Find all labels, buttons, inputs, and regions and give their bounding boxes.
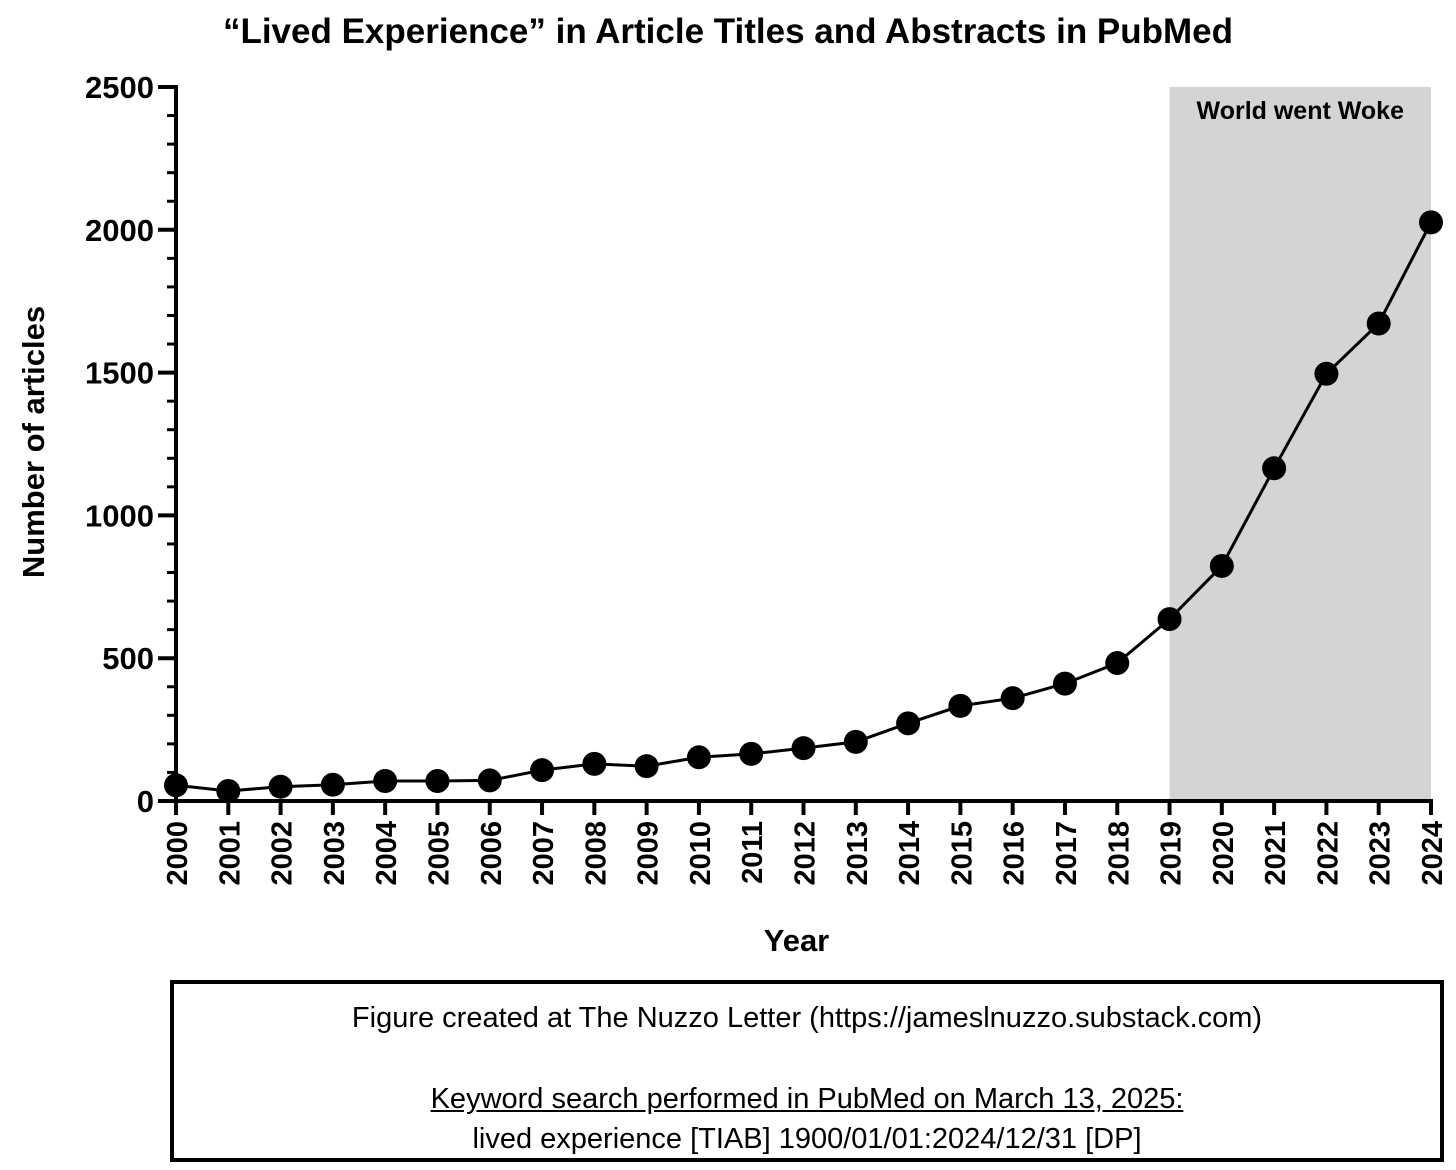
y-axis-title: Number of articles [16,306,51,578]
data-point [1052,671,1077,696]
x-tick-label: 2004 [371,821,403,886]
x-tick-label: 2018 [1103,821,1135,886]
data-point [582,751,607,776]
x-tick-label: 2017 [1051,821,1083,886]
x-tick-label: 2015 [946,821,978,886]
data-point [1366,311,1391,336]
x-tick-label: 2019 [1156,821,1188,886]
x-tick-label: 2000 [162,821,194,886]
chart-title: “Lived Experience” in Article Titles and… [222,12,1234,51]
data-point [1314,361,1339,386]
y-tick-label: 1000 [85,498,154,533]
data-point [896,711,921,736]
annotation-label: World went Woke [1197,97,1405,125]
x-tick-label: 2002 [267,821,299,886]
x-tick-label: 2024 [1417,821,1449,886]
data-point [948,693,973,718]
data-point [268,774,293,799]
data-point [1209,553,1234,578]
x-tick-label: 2014 [894,821,926,886]
footnote-box: Figure created at The Nuzzo Letter (http… [170,980,1444,1162]
x-axis-title: Year [764,923,830,958]
footnote-search-query: lived experience [TIAB] 1900/01/01:2024/… [472,1123,1142,1155]
y-tick-label: 2000 [85,213,154,248]
x-tick-label: 2008 [580,821,612,886]
x-tick-label: 2021 [1260,821,1292,886]
data-point [320,772,345,797]
x-tick-label: 2023 [1365,821,1397,886]
data-point [477,768,502,793]
y-tick-label: 1500 [85,356,154,391]
data-point [739,741,764,766]
x-tick-label: 2020 [1208,821,1240,886]
data-point [1105,651,1130,676]
x-tick-label: 2001 [214,821,246,886]
data-point [1262,456,1287,481]
x-tick-label: 2003 [319,821,351,886]
x-tick-label: 2006 [476,821,508,886]
footnote-credit: Figure created at The Nuzzo Letter (http… [351,1002,1263,1034]
data-point [1419,210,1443,235]
x-tick-label: 2012 [790,821,822,886]
data-point [843,729,868,754]
data-point [686,745,711,770]
y-tick-label: 2500 [85,70,154,105]
x-tick-label: 2016 [999,821,1031,886]
x-tick-label: 2009 [633,821,665,886]
data-point [425,769,450,794]
data-point [1157,607,1182,632]
data-point [216,779,241,804]
x-tick-label: 2013 [842,821,874,886]
data-point [1000,686,1025,711]
annotation-region [1169,87,1431,801]
footnote-search-heading: Keyword search performed in PubMed on Ma… [430,1083,1184,1115]
data-point [530,758,555,783]
data-point [164,773,188,798]
x-tick-label: 2007 [528,821,560,886]
x-tick-label: 2011 [737,821,769,884]
x-tick-label: 2010 [685,821,717,886]
x-tick-label: 2022 [1312,821,1344,886]
data-point [791,736,816,761]
x-tick-label: 2005 [423,821,455,886]
line-chart: World went Woke 0 500 1000 1500 2000 2500 200… [16,70,1449,958]
y-tick-label: 500 [102,641,154,676]
data-point [634,754,659,779]
y-tick-label: 0 [137,784,154,819]
data-point [373,769,398,794]
